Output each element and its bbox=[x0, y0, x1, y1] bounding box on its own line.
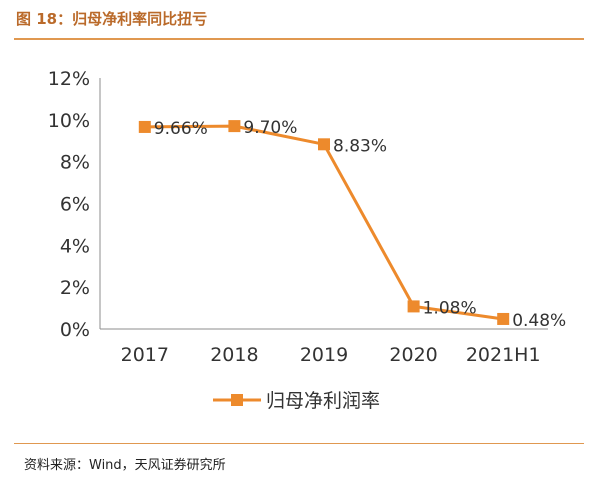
data-point-marker bbox=[407, 300, 420, 313]
source-note: 资料来源：Wind，天风证券研究所 bbox=[24, 458, 226, 473]
x-tick-label: 2020 bbox=[389, 344, 437, 366]
data-label: 1.08% bbox=[423, 298, 477, 318]
y-tick-labels: 12% 10% 8% 6% 4% 2% 0% bbox=[48, 68, 90, 341]
series-line bbox=[144, 124, 504, 321]
x-tick-label: 2021H1 bbox=[466, 344, 541, 366]
y-tick-label: 4% bbox=[60, 235, 90, 257]
y-tick-label: 12% bbox=[48, 68, 90, 90]
title-divider bbox=[14, 38, 584, 40]
x-tick-label: 2017 bbox=[121, 344, 169, 366]
line-chart: 12%10%8%6%4%2%0% 2017 2018 2019 2020 2021H1 … bbox=[48, 68, 566, 412]
data-label: 0.48% bbox=[512, 311, 566, 331]
x-tick-label: 2018 bbox=[210, 344, 258, 366]
data-point-marker bbox=[138, 120, 151, 133]
data-point-marker bbox=[228, 120, 241, 133]
data-label: 9.70% bbox=[243, 118, 297, 138]
data-point-marker bbox=[497, 312, 510, 325]
y-tick-label: 2% bbox=[60, 277, 90, 299]
data-label: 9.66% bbox=[154, 119, 208, 139]
legend: 归母净利润率 bbox=[213, 390, 380, 412]
y-tick-label: 0% bbox=[60, 319, 90, 341]
x-tick-label: 2019 bbox=[300, 344, 348, 366]
source-divider bbox=[14, 443, 584, 444]
figure-title: 图 18：归母净利率同比扭亏 bbox=[16, 10, 208, 28]
legend-label: 归母净利润率 bbox=[266, 390, 380, 412]
data-label: 8.83% bbox=[333, 136, 387, 156]
y-tick-label: 10% bbox=[48, 110, 90, 132]
data-labels: 9.66% 9.70% 8.83% 1.08% 0.48% bbox=[154, 118, 566, 331]
x-tick-labels: 2017 2018 2019 2020 2021H1 bbox=[121, 344, 541, 366]
y-tick-label: 8% bbox=[60, 152, 90, 174]
data-point-marker bbox=[318, 138, 330, 151]
series-lines bbox=[144, 124, 504, 321]
legend-marker bbox=[231, 394, 243, 406]
series-markers bbox=[138, 120, 510, 325]
y-tick-label: 6% bbox=[60, 194, 90, 216]
